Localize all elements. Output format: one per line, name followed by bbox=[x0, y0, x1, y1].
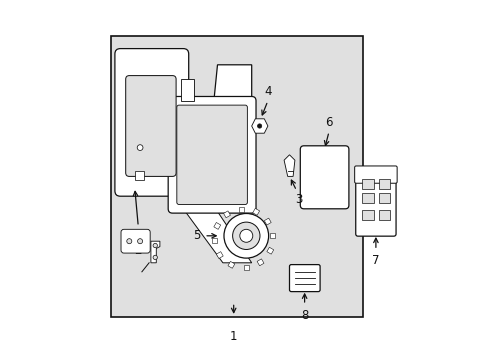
Bar bbox=[378, 193, 389, 203]
FancyBboxPatch shape bbox=[168, 96, 256, 213]
Bar bbox=[252, 208, 259, 215]
Circle shape bbox=[232, 222, 260, 249]
Text: 5: 5 bbox=[193, 229, 200, 242]
Bar bbox=[111, 36, 363, 317]
Polygon shape bbox=[213, 65, 251, 144]
Bar bbox=[362, 210, 373, 220]
FancyBboxPatch shape bbox=[121, 229, 150, 253]
FancyBboxPatch shape bbox=[354, 166, 396, 183]
FancyBboxPatch shape bbox=[289, 265, 320, 292]
Text: 1: 1 bbox=[229, 330, 237, 343]
Polygon shape bbox=[251, 119, 267, 133]
Bar bbox=[244, 265, 248, 270]
Bar bbox=[227, 261, 234, 268]
FancyBboxPatch shape bbox=[125, 76, 176, 176]
Bar bbox=[378, 179, 389, 189]
Circle shape bbox=[137, 145, 142, 150]
Bar bbox=[264, 218, 271, 225]
Bar bbox=[216, 252, 223, 258]
Text: 2: 2 bbox=[134, 244, 142, 257]
Circle shape bbox=[239, 229, 252, 242]
FancyBboxPatch shape bbox=[300, 146, 348, 209]
Bar bbox=[378, 210, 389, 220]
Polygon shape bbox=[183, 209, 251, 263]
Bar bbox=[362, 193, 373, 203]
Polygon shape bbox=[151, 241, 160, 263]
Circle shape bbox=[126, 239, 132, 244]
Bar bbox=[270, 233, 275, 238]
Circle shape bbox=[224, 213, 268, 258]
Text: 7: 7 bbox=[371, 255, 379, 267]
Circle shape bbox=[153, 243, 157, 248]
Text: 3: 3 bbox=[294, 193, 302, 206]
Bar bbox=[362, 179, 373, 189]
FancyBboxPatch shape bbox=[115, 49, 188, 196]
Bar bbox=[266, 247, 273, 254]
Polygon shape bbox=[284, 155, 294, 176]
Text: 4: 4 bbox=[264, 85, 271, 98]
Bar bbox=[134, 171, 143, 180]
Circle shape bbox=[153, 255, 157, 260]
Bar bbox=[181, 79, 194, 101]
Bar bbox=[212, 238, 217, 243]
Text: 6: 6 bbox=[325, 116, 332, 129]
Circle shape bbox=[137, 239, 142, 244]
Bar bbox=[238, 207, 244, 212]
Bar bbox=[257, 259, 264, 266]
Text: 8: 8 bbox=[300, 309, 307, 322]
Bar bbox=[213, 222, 220, 229]
FancyBboxPatch shape bbox=[177, 105, 247, 204]
Bar bbox=[223, 211, 230, 218]
Bar bbox=[181, 113, 192, 133]
FancyBboxPatch shape bbox=[355, 169, 395, 236]
Circle shape bbox=[257, 124, 261, 128]
